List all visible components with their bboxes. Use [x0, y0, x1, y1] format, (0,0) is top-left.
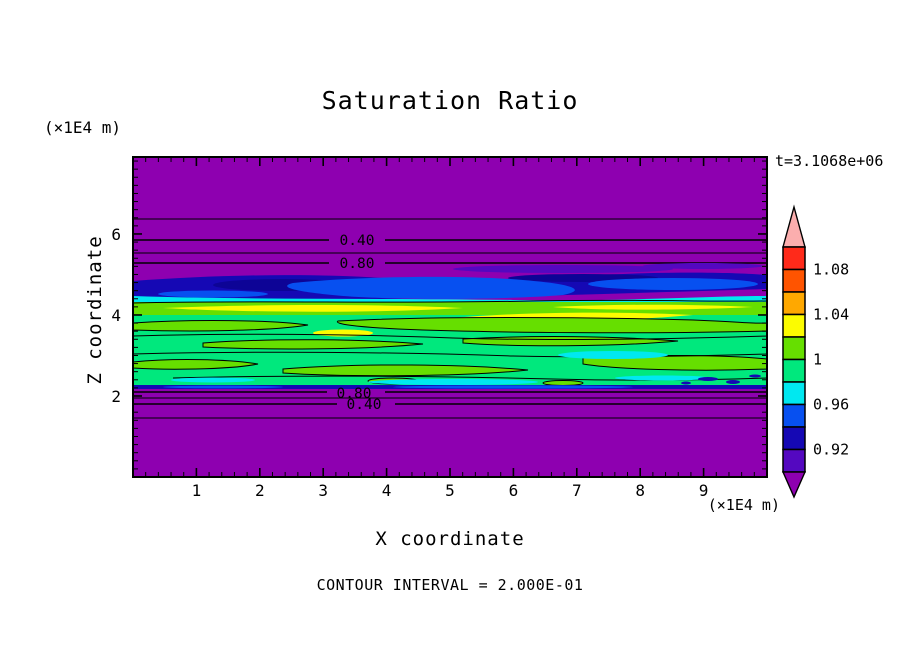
svg-text:7: 7	[572, 481, 582, 500]
svg-text:0.40: 0.40	[340, 233, 375, 249]
svg-text:1: 1	[192, 481, 202, 500]
svg-text:1.08: 1.08	[813, 261, 849, 279]
svg-text:0.80: 0.80	[340, 256, 375, 272]
time-annotation: t=3.1068e+06	[775, 152, 884, 170]
x-axis-units-label: (×1E4 m)	[707, 496, 780, 514]
svg-text:3: 3	[318, 481, 328, 500]
svg-text:0.40: 0.40	[347, 397, 382, 413]
svg-text:6: 6	[509, 481, 519, 500]
contour-interval-label: CONTOUR INTERVAL = 2.000E-01	[316, 576, 584, 594]
svg-text:9: 9	[699, 481, 709, 500]
svg-text:8: 8	[635, 481, 645, 500]
svg-text:4: 4	[382, 481, 392, 500]
colorbar: 1.08 1.04 1 0.96 0.92	[781, 204, 849, 499]
svg-text:1.04: 1.04	[813, 306, 849, 324]
svg-text:0.92: 0.92	[813, 441, 849, 459]
svg-text:0.96: 0.96	[813, 396, 849, 414]
x-axis-title: X coordinate	[375, 528, 525, 550]
svg-text:0.80: 0.80	[337, 386, 372, 402]
svg-text:2: 2	[255, 481, 265, 500]
svg-text:6: 6	[111, 225, 121, 244]
chart-title: Saturation Ratio	[321, 86, 579, 115]
svg-text:2: 2	[111, 387, 121, 406]
svg-text:4: 4	[111, 306, 121, 325]
y-axis-title: Z coordinate	[84, 235, 106, 385]
svg-text:5: 5	[445, 481, 455, 500]
svg-text:1: 1	[813, 351, 822, 369]
y-axis-units-label: (×1E4 m)	[44, 118, 122, 137]
